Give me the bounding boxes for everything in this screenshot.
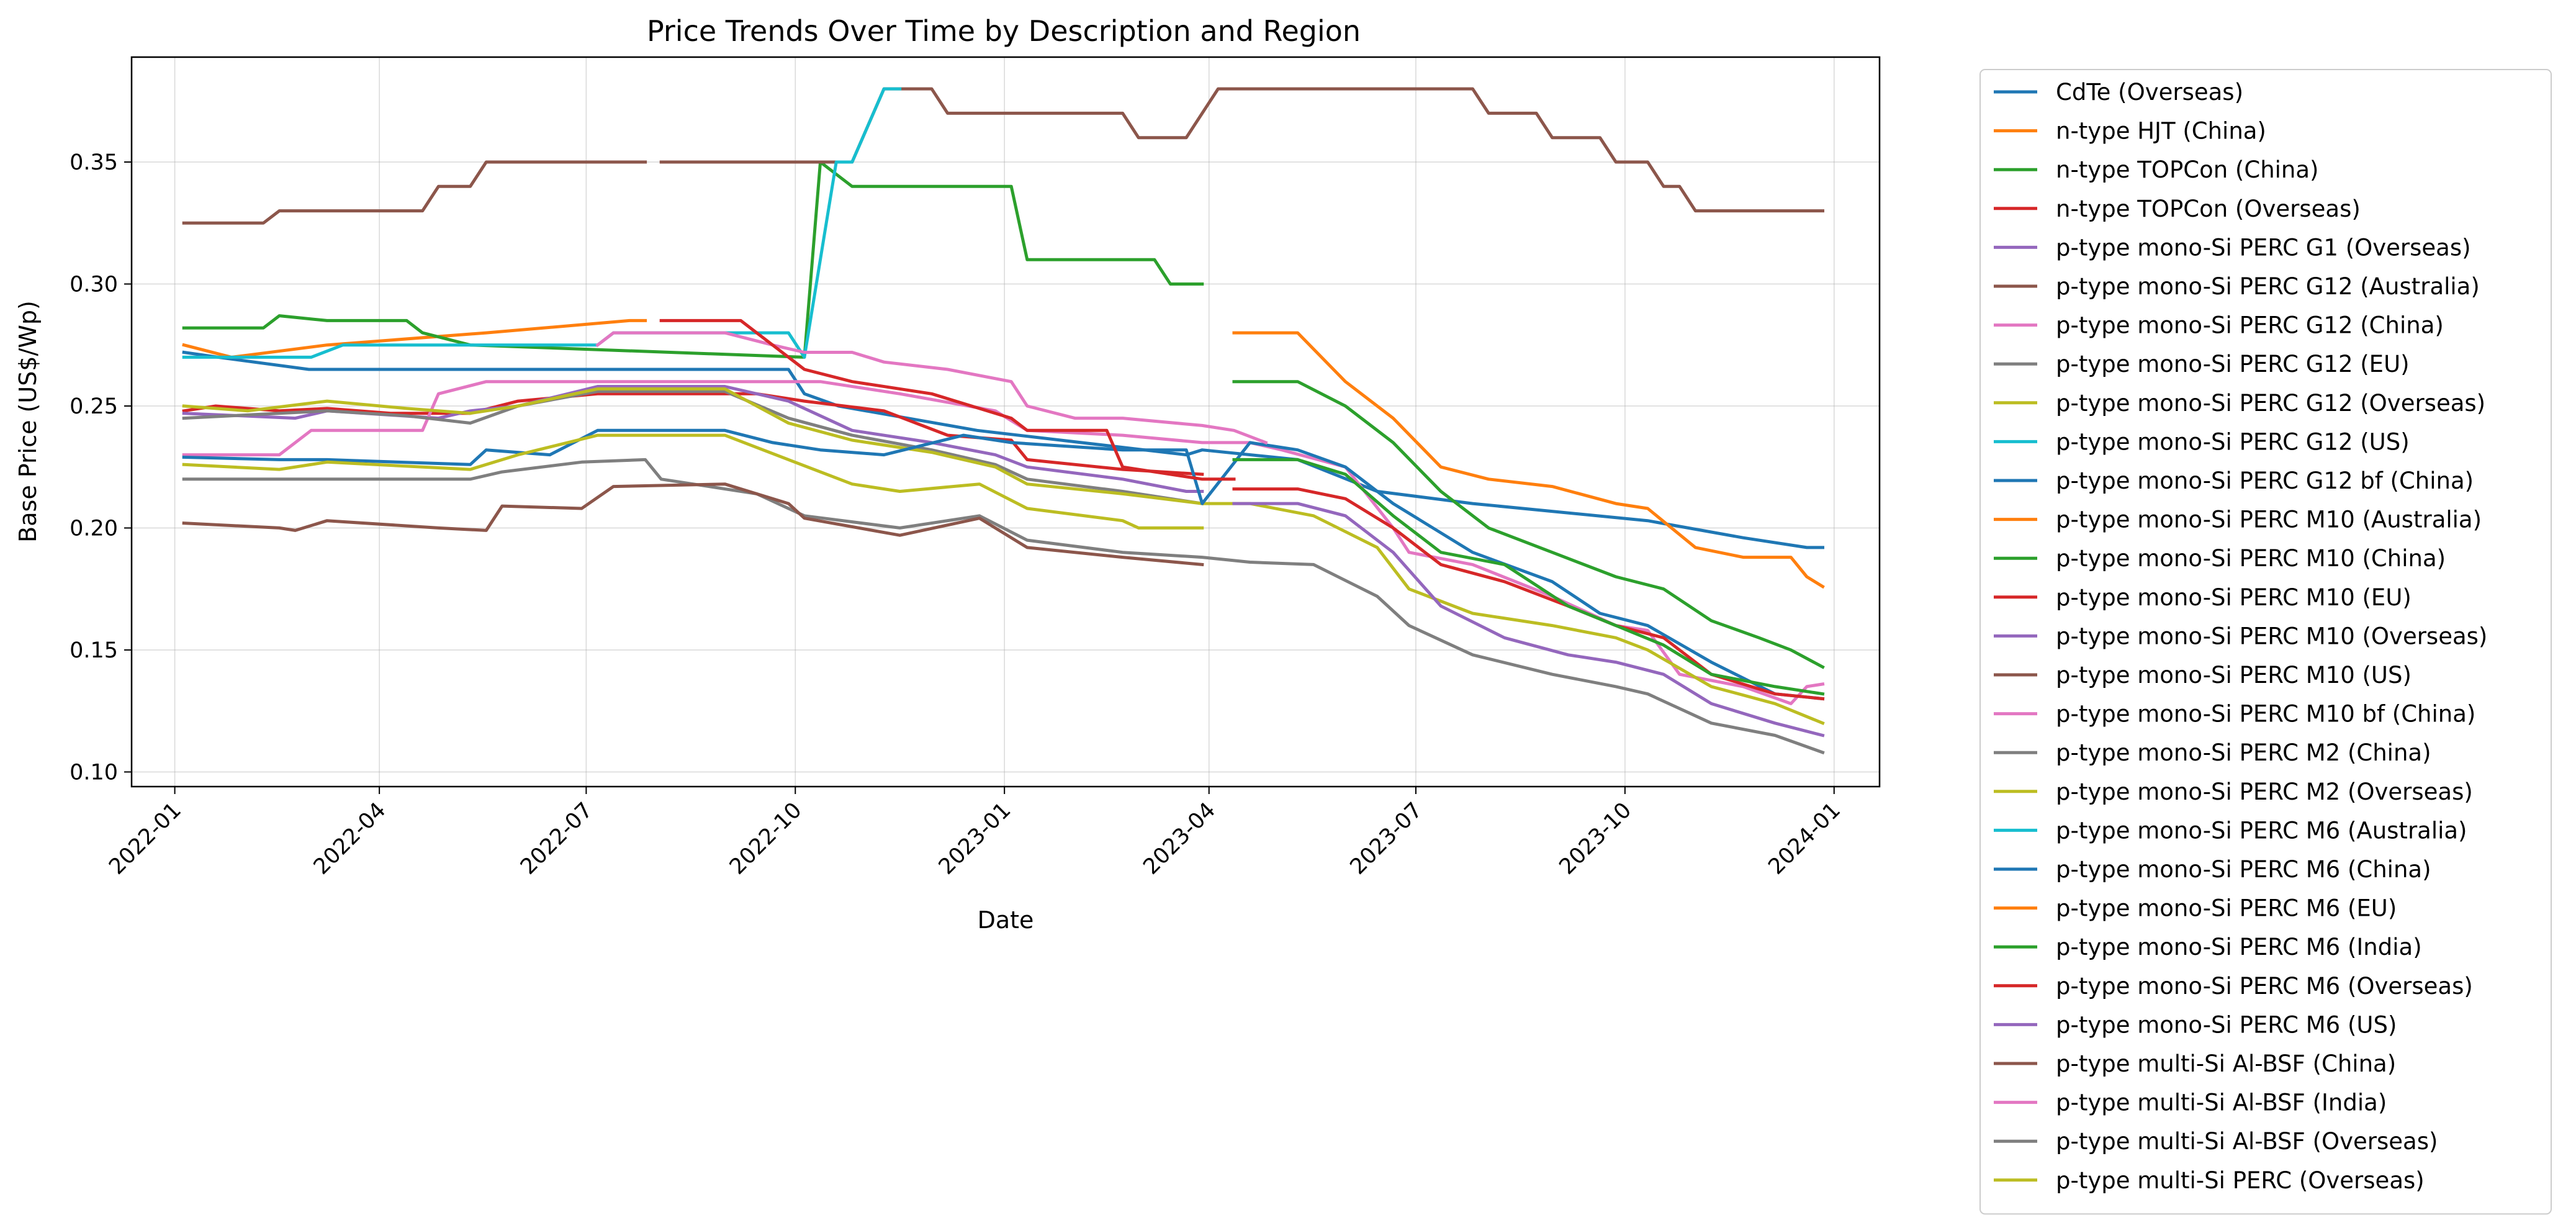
legend: CdTe (Overseas) n-type HJT (China) n-type … bbox=[1979, 69, 2552, 1215]
series-line-18 bbox=[182, 433, 1204, 530]
series-line-12 bbox=[1232, 380, 1825, 669]
series-line-10 bbox=[182, 428, 1825, 701]
legend-entry: p-type mono-Si PERC M10 bf (China) bbox=[2056, 701, 2475, 728]
legend-entry: p-type mono-Si PERC G12 (Overseas) bbox=[2056, 390, 2485, 417]
y-axis: 0.10 0.15 0.20 0.25 0.30 0.35 bbox=[70, 150, 132, 785]
legend-entry: p-type mono-Si PERC G1 (Overseas) bbox=[2056, 234, 2471, 261]
legend-entry: p-type multi-Si Al-BSF (India) bbox=[2056, 1090, 2387, 1116]
y-tick-label: 0.20 bbox=[70, 516, 118, 541]
legend-entry: p-type mono-Si PERC M6 (India) bbox=[2056, 934, 2422, 960]
legend-entry: p-type mono-Si PERC M6 (Overseas) bbox=[2056, 973, 2473, 1000]
legend-entry: p-type mono-Si PERC M6 (EU) bbox=[2056, 895, 2397, 922]
series-line-5 bbox=[659, 87, 1824, 213]
grid-lines bbox=[132, 57, 1880, 787]
legend-entry: p-type mono-Si PERC M6 (US) bbox=[2056, 1011, 2397, 1038]
legend-box bbox=[1979, 69, 2552, 1215]
legend-entry: p-type mono-Si PERC M10 (China) bbox=[2056, 545, 2446, 572]
legend-entry: n-type TOPCon (Overseas) bbox=[2056, 196, 2361, 222]
series-line-9 bbox=[182, 87, 902, 359]
y-tick-label: 0.25 bbox=[70, 394, 118, 419]
series-line-17 bbox=[182, 458, 1825, 755]
plot-frame bbox=[130, 56, 1881, 788]
x-axis-label: Date bbox=[978, 906, 1034, 934]
series-line-14 bbox=[1232, 502, 1825, 738]
legend-entry: p-type multi-Si PERC (Overseas) bbox=[2056, 1167, 2425, 1194]
series-line-3 bbox=[182, 392, 1204, 476]
legend-entry: p-type mono-Si PERC M10 (Overseas) bbox=[2056, 623, 2487, 649]
series-line-23 bbox=[659, 318, 1236, 481]
legend-entry: p-type mono-Si PERC M2 (Overseas) bbox=[2056, 779, 2473, 805]
legend-entry: n-type HJT (China) bbox=[2056, 118, 2266, 145]
series-line-11 bbox=[1232, 331, 1825, 589]
chart-title: Price Trends Over Time by Description an… bbox=[647, 14, 1361, 48]
legend-entry: n-type TOPCon (China) bbox=[2056, 156, 2319, 183]
y-tick-label: 0.15 bbox=[70, 638, 118, 663]
legend-entry: p-type mono-Si PERC M10 (Australia) bbox=[2056, 507, 2482, 533]
y-tick-label: 0.30 bbox=[70, 272, 118, 297]
legend-entry: p-type mono-Si PERC G12 (China) bbox=[2056, 312, 2444, 339]
y-tick-label: 0.10 bbox=[70, 760, 118, 785]
legend-entry: p-type mono-Si PERC M10 (EU) bbox=[2056, 584, 2412, 611]
plot-lines bbox=[182, 87, 1825, 755]
legend-entry: p-type mono-Si PERC M6 (Australia) bbox=[2056, 817, 2467, 844]
y-tick-label: 0.35 bbox=[70, 150, 118, 175]
series-line-16 bbox=[595, 331, 1268, 445]
series-line-0 bbox=[182, 350, 1824, 549]
legend-entry: p-type mono-Si PERC G12 bf (China) bbox=[2056, 467, 2474, 494]
legend-entry: p-type mono-Si PERC G12 (Australia) bbox=[2056, 273, 2480, 300]
legend-entry: p-type multi-Si Al-BSF (China) bbox=[2056, 1050, 2396, 1077]
series-line-1 bbox=[182, 318, 647, 359]
legend-entry: p-type mono-Si PERC M6 (China) bbox=[2056, 856, 2431, 883]
series-line-8 bbox=[182, 387, 1825, 726]
legend-entry: p-type multi-Si Al-BSF (Overseas) bbox=[2056, 1128, 2438, 1155]
legend-entry: p-type mono-Si PERC G12 (US) bbox=[2056, 428, 2410, 455]
series-line-15 bbox=[182, 160, 647, 225]
legend-entry: p-type mono-Si PERC M10 (US) bbox=[2056, 662, 2412, 688]
series-line-22 bbox=[1232, 458, 1825, 696]
y-axis-label: Base Price (US$/Wp) bbox=[14, 300, 42, 543]
legend-entry: CdTe (Overseas) bbox=[2056, 79, 2243, 106]
legend-entry: p-type mono-Si PERC G12 (EU) bbox=[2056, 351, 2410, 377]
series-line-25 bbox=[182, 482, 1204, 567]
legend-entry: p-type mono-Si PERC M2 (China) bbox=[2056, 739, 2431, 766]
